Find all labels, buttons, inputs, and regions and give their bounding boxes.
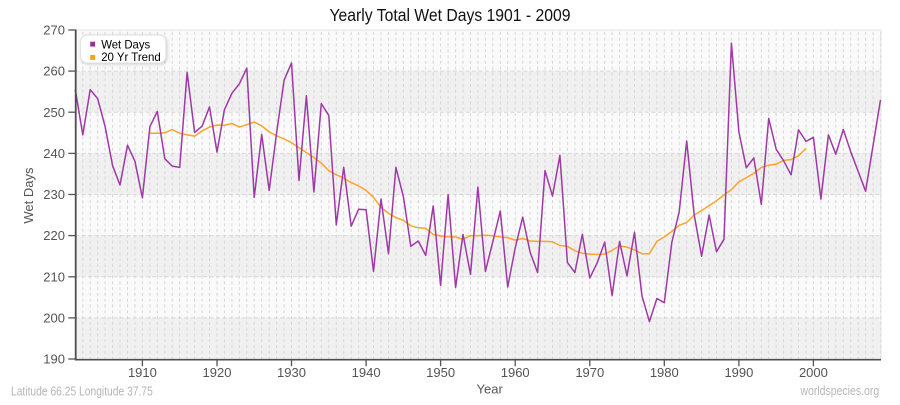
svg-text:Wet Days: Wet Days <box>101 38 150 52</box>
svg-text:190: 190 <box>43 352 65 367</box>
svg-text:1920: 1920 <box>203 365 232 380</box>
svg-text:250: 250 <box>43 105 65 120</box>
svg-text:worldspecies.org: worldspecies.org <box>800 383 880 398</box>
svg-text:Year: Year <box>477 381 504 396</box>
svg-text:1910: 1910 <box>128 365 157 380</box>
svg-text:1950: 1950 <box>426 365 455 380</box>
svg-text:Latitude 66.25 Longitude 37.75: Latitude 66.25 Longitude 37.75 <box>11 384 153 399</box>
svg-text:220: 220 <box>43 228 65 243</box>
svg-text:1960: 1960 <box>501 365 530 380</box>
svg-text:2000: 2000 <box>799 365 828 380</box>
svg-text:240: 240 <box>43 146 65 161</box>
svg-text:1940: 1940 <box>352 365 381 380</box>
svg-text:Yearly Total Wet Days 1901 - 2: Yearly Total Wet Days 1901 - 2009 <box>330 5 571 25</box>
svg-text:1930: 1930 <box>277 365 306 380</box>
svg-text:260: 260 <box>43 64 65 79</box>
svg-text:230: 230 <box>43 187 65 202</box>
svg-text:200: 200 <box>43 311 65 326</box>
svg-text:1990: 1990 <box>724 365 753 380</box>
svg-text:20 Yr Trend: 20 Yr Trend <box>101 50 161 64</box>
svg-text:210: 210 <box>43 269 65 284</box>
svg-text:1980: 1980 <box>650 365 679 380</box>
svg-text:1970: 1970 <box>575 365 604 380</box>
svg-text:270: 270 <box>43 23 65 38</box>
svg-text:Wet Days: Wet Days <box>21 167 36 224</box>
